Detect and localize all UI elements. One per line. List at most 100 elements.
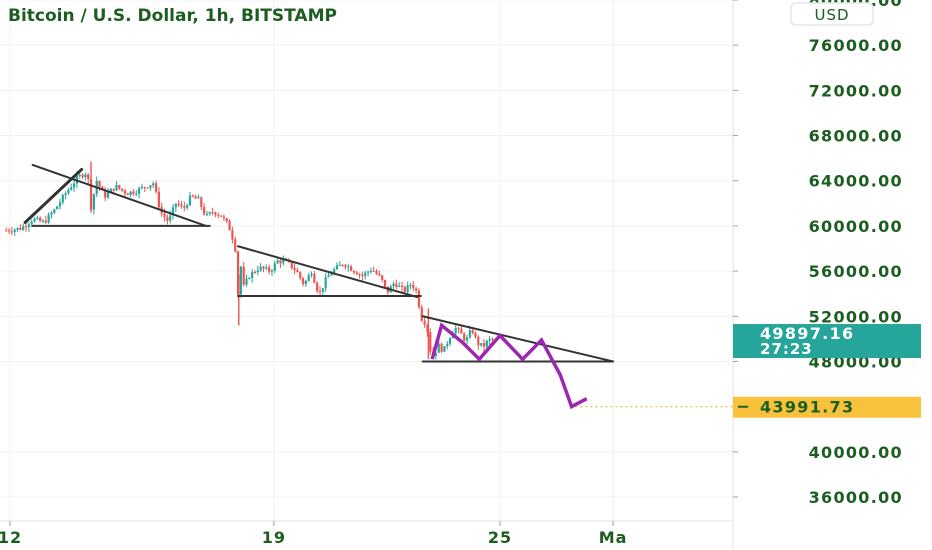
grid-lines (0, 0, 733, 521)
trendline-triangle-1-upper (31, 163, 207, 227)
candle-body (129, 191, 132, 195)
candle-body (203, 206, 206, 215)
candle-body (33, 218, 36, 222)
price-tick-label: 76000.00 (809, 36, 903, 55)
trendline-triangle-2-upper (237, 245, 419, 299)
last-price-badge (733, 324, 921, 359)
candle-body (304, 280, 307, 285)
candle-body (30, 221, 33, 225)
candle-body (358, 274, 361, 276)
candle-body (118, 185, 121, 189)
candle-body (70, 187, 73, 190)
candle-body (217, 214, 220, 216)
candle-body (482, 343, 486, 347)
candle-body (245, 278, 248, 285)
candle-body (7, 230, 11, 232)
candle-body (225, 218, 228, 222)
candle-body (214, 212, 217, 215)
candle-body (84, 174, 87, 178)
candle-body (194, 196, 197, 199)
candle-body (222, 216, 226, 219)
candle-body (36, 217, 39, 219)
candle-body (81, 174, 84, 178)
candle-body (406, 285, 409, 292)
candle-body (282, 260, 285, 264)
candle-body (24, 226, 28, 228)
candle-body (477, 336, 480, 346)
candle-body (231, 230, 234, 240)
candle-body (242, 266, 245, 285)
candle-body (301, 278, 305, 285)
candle-body (434, 352, 438, 356)
candle-body (174, 203, 177, 208)
candle-body (310, 273, 313, 276)
candle-body (137, 188, 141, 194)
candle-body (22, 226, 25, 230)
candle-body (350, 266, 353, 271)
projection-path (430, 322, 588, 410)
candle-body (420, 307, 423, 321)
candle-body (378, 273, 381, 276)
trendline-drawings[interactable] (23, 163, 615, 363)
candle-body (58, 202, 62, 207)
candle-body (290, 261, 293, 269)
candle-body (471, 330, 474, 333)
candle-body (318, 291, 322, 293)
price-axis-labels[interactable]: 80000.0076000.0072000.0068000.0064000.00… (733, 0, 903, 507)
candle-body (352, 270, 356, 273)
currency-button-label: USD (814, 6, 849, 24)
candle-body (5, 230, 8, 232)
candle-body (188, 195, 192, 206)
candle-body (50, 212, 53, 215)
candle-body (474, 332, 477, 337)
candle-body (412, 284, 415, 289)
last-price-label: 49897.16 (760, 324, 854, 343)
time-tick-label: 25 (488, 528, 512, 547)
target-price-label: 43991.73 (760, 398, 854, 417)
candle-body (39, 217, 42, 222)
candle-body (180, 205, 183, 207)
candle-body (321, 288, 324, 292)
candle-body (78, 174, 81, 176)
candle-body (208, 212, 211, 214)
candle-body (135, 193, 138, 195)
candle-body (106, 192, 110, 198)
candle-body (423, 320, 426, 325)
candle-body (53, 209, 56, 213)
candle-body (239, 266, 242, 295)
candle-body (347, 266, 350, 268)
candle-body (67, 189, 70, 194)
candle-body (163, 213, 166, 218)
candle-body (92, 194, 95, 210)
price-tick-label: 56000.00 (809, 262, 903, 281)
projection-drawing[interactable] (430, 322, 733, 410)
candle-body (234, 239, 237, 252)
price-tick-label: 52000.00 (809, 307, 903, 326)
candle-body (361, 274, 364, 276)
time-axis-labels[interactable]: 12 19 25 Ma (0, 521, 627, 547)
candle-body (259, 266, 262, 271)
candle-body (87, 174, 90, 180)
time-tick-label: Ma (599, 528, 628, 547)
candle-body (265, 267, 268, 269)
time-tick-label: 12 (0, 528, 22, 547)
price-tick-label: 68000.00 (809, 127, 903, 146)
price-tick-label: 72000.00 (809, 81, 903, 100)
candle-body (154, 183, 158, 192)
candle-body (299, 272, 302, 279)
candle-body (369, 270, 373, 272)
candle-body (98, 180, 101, 187)
candle-body (383, 279, 387, 287)
candle-body (335, 265, 339, 270)
candle-body (132, 191, 135, 194)
candle-body (276, 260, 279, 264)
candle-body (437, 343, 440, 353)
candle-body (480, 343, 483, 346)
candle-body (429, 332, 432, 352)
candle-body (228, 221, 231, 231)
time-tick-label: 19 (262, 528, 286, 547)
currency-button[interactable]: USD (790, 2, 874, 26)
candle-body (177, 203, 180, 206)
